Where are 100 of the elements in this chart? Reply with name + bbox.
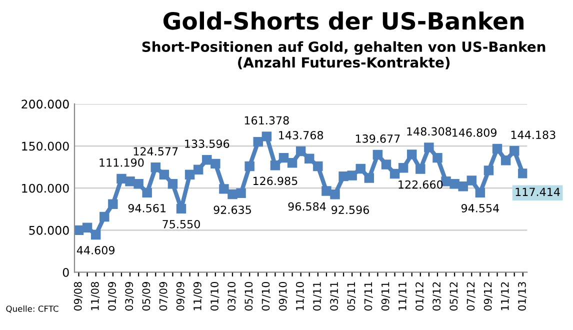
- point: [509, 146, 520, 156]
- data-label: 124.577: [134, 147, 178, 156]
- x-tick-label: 03/11: [330, 282, 339, 311]
- x-tick-label: 11/09: [193, 282, 202, 310]
- point: [278, 152, 289, 163]
- x-tick-label: 03/12: [432, 282, 442, 311]
- x-tick-label: 05/11: [347, 282, 356, 311]
- point: [150, 162, 160, 172]
- data-label: 161.378: [244, 116, 289, 125]
- point: [475, 188, 486, 198]
- point: [406, 150, 417, 160]
- point: [270, 160, 280, 170]
- point: [364, 173, 374, 183]
- x-tick-label: 09/11: [381, 282, 390, 311]
- x-tick-label: 11/11: [398, 282, 408, 310]
- x-tick-label: 01/12: [416, 282, 424, 311]
- x-tick-label: 11/08: [90, 282, 100, 310]
- point: [193, 164, 204, 174]
- point: [518, 168, 528, 178]
- point: [313, 161, 323, 172]
- point: [184, 170, 195, 180]
- point: [492, 144, 502, 154]
- point: [466, 176, 477, 186]
- data-label: 96.584: [288, 202, 326, 211]
- x-tick-label: 01/09: [108, 282, 117, 311]
- data-label: 117.414: [516, 188, 560, 196]
- y-tick-label: 0: [62, 268, 69, 277]
- data-label: 92.635: [214, 206, 251, 214]
- point: [168, 179, 178, 189]
- x-tick-label: 07/10: [262, 282, 270, 311]
- point: [432, 152, 442, 163]
- x-tick-label: 09/09: [176, 282, 186, 311]
- point: [390, 168, 400, 179]
- x-tick-label: 01/11: [313, 282, 322, 311]
- point: [322, 186, 332, 196]
- chart-title: Gold-Shorts der US-Banken: [163, 12, 524, 30]
- y-tick-label: 100.000: [22, 184, 69, 193]
- point: [236, 188, 246, 198]
- x-tick-label: 07/12: [466, 282, 476, 311]
- point: [142, 188, 152, 198]
- x-tick-label: 05/09: [142, 282, 151, 311]
- chart-subtitle: Short-Positionen auf Gold, gehalten von US-Banken (Anzahl Futures-Kontrakte): [142, 41, 546, 70]
- point: [125, 176, 135, 186]
- data-label: 44.609: [76, 246, 114, 254]
- point: [202, 154, 212, 165]
- point: [296, 146, 306, 156]
- source-note: Quelle: CFTC: [6, 305, 58, 313]
- x-tick-label: 11/12: [500, 282, 510, 310]
- x-tick-label: 07/11: [364, 282, 373, 311]
- point: [500, 155, 511, 166]
- point: [116, 174, 126, 184]
- data-label: 75.550: [162, 220, 200, 228]
- point: [100, 212, 110, 222]
- x-tick-label: 09/10: [278, 282, 288, 311]
- point: [90, 230, 101, 240]
- point: [176, 204, 186, 214]
- point: [450, 179, 460, 189]
- x-tick-label: 05/12: [450, 282, 458, 311]
- y-tick-label: 200.000: [22, 100, 69, 109]
- point: [287, 158, 298, 168]
- point: [458, 182, 468, 192]
- point: [381, 160, 392, 170]
- data-label: 94.561: [128, 204, 166, 212]
- point: [372, 150, 383, 160]
- data-label: 139.677: [356, 134, 400, 143]
- point: [416, 164, 426, 174]
- point: [330, 189, 340, 200]
- x-tick-label: 07/09: [159, 282, 168, 311]
- data-label: 148.308: [407, 127, 452, 136]
- data-label: 144.183: [511, 130, 556, 140]
- point: [244, 161, 254, 172]
- data-label: 92.596: [332, 206, 369, 214]
- data-label: 126.985: [253, 176, 298, 186]
- data-label: 133.596: [185, 140, 230, 148]
- point: [159, 170, 170, 180]
- y-tick-label: 150.000: [22, 142, 69, 151]
- point: [424, 142, 434, 152]
- data-label: 94.554: [461, 204, 499, 212]
- x-tick-label: 03/10: [228, 282, 236, 311]
- data-label: 143.768: [279, 130, 324, 140]
- data-label: 122.660: [398, 180, 443, 189]
- point: [398, 163, 408, 173]
- point: [304, 154, 314, 164]
- point: [347, 170, 357, 180]
- data-label: 146.809: [452, 128, 496, 137]
- point: [210, 158, 220, 169]
- x-tick-label: 09/08: [74, 282, 83, 311]
- point: [108, 199, 118, 209]
- data-label: 111.190: [100, 158, 144, 167]
- point: [134, 179, 144, 189]
- point: [484, 166, 494, 176]
- point: [82, 222, 92, 233]
- point: [253, 136, 263, 147]
- point: [262, 132, 272, 142]
- y-tick-label: 50.000: [29, 226, 69, 235]
- x-tick-label: 05/10: [244, 282, 254, 311]
- x-tick-label: 11/10: [296, 282, 305, 310]
- point: [356, 164, 366, 174]
- point: [219, 184, 229, 194]
- x-tick-label: 03/09: [125, 282, 134, 311]
